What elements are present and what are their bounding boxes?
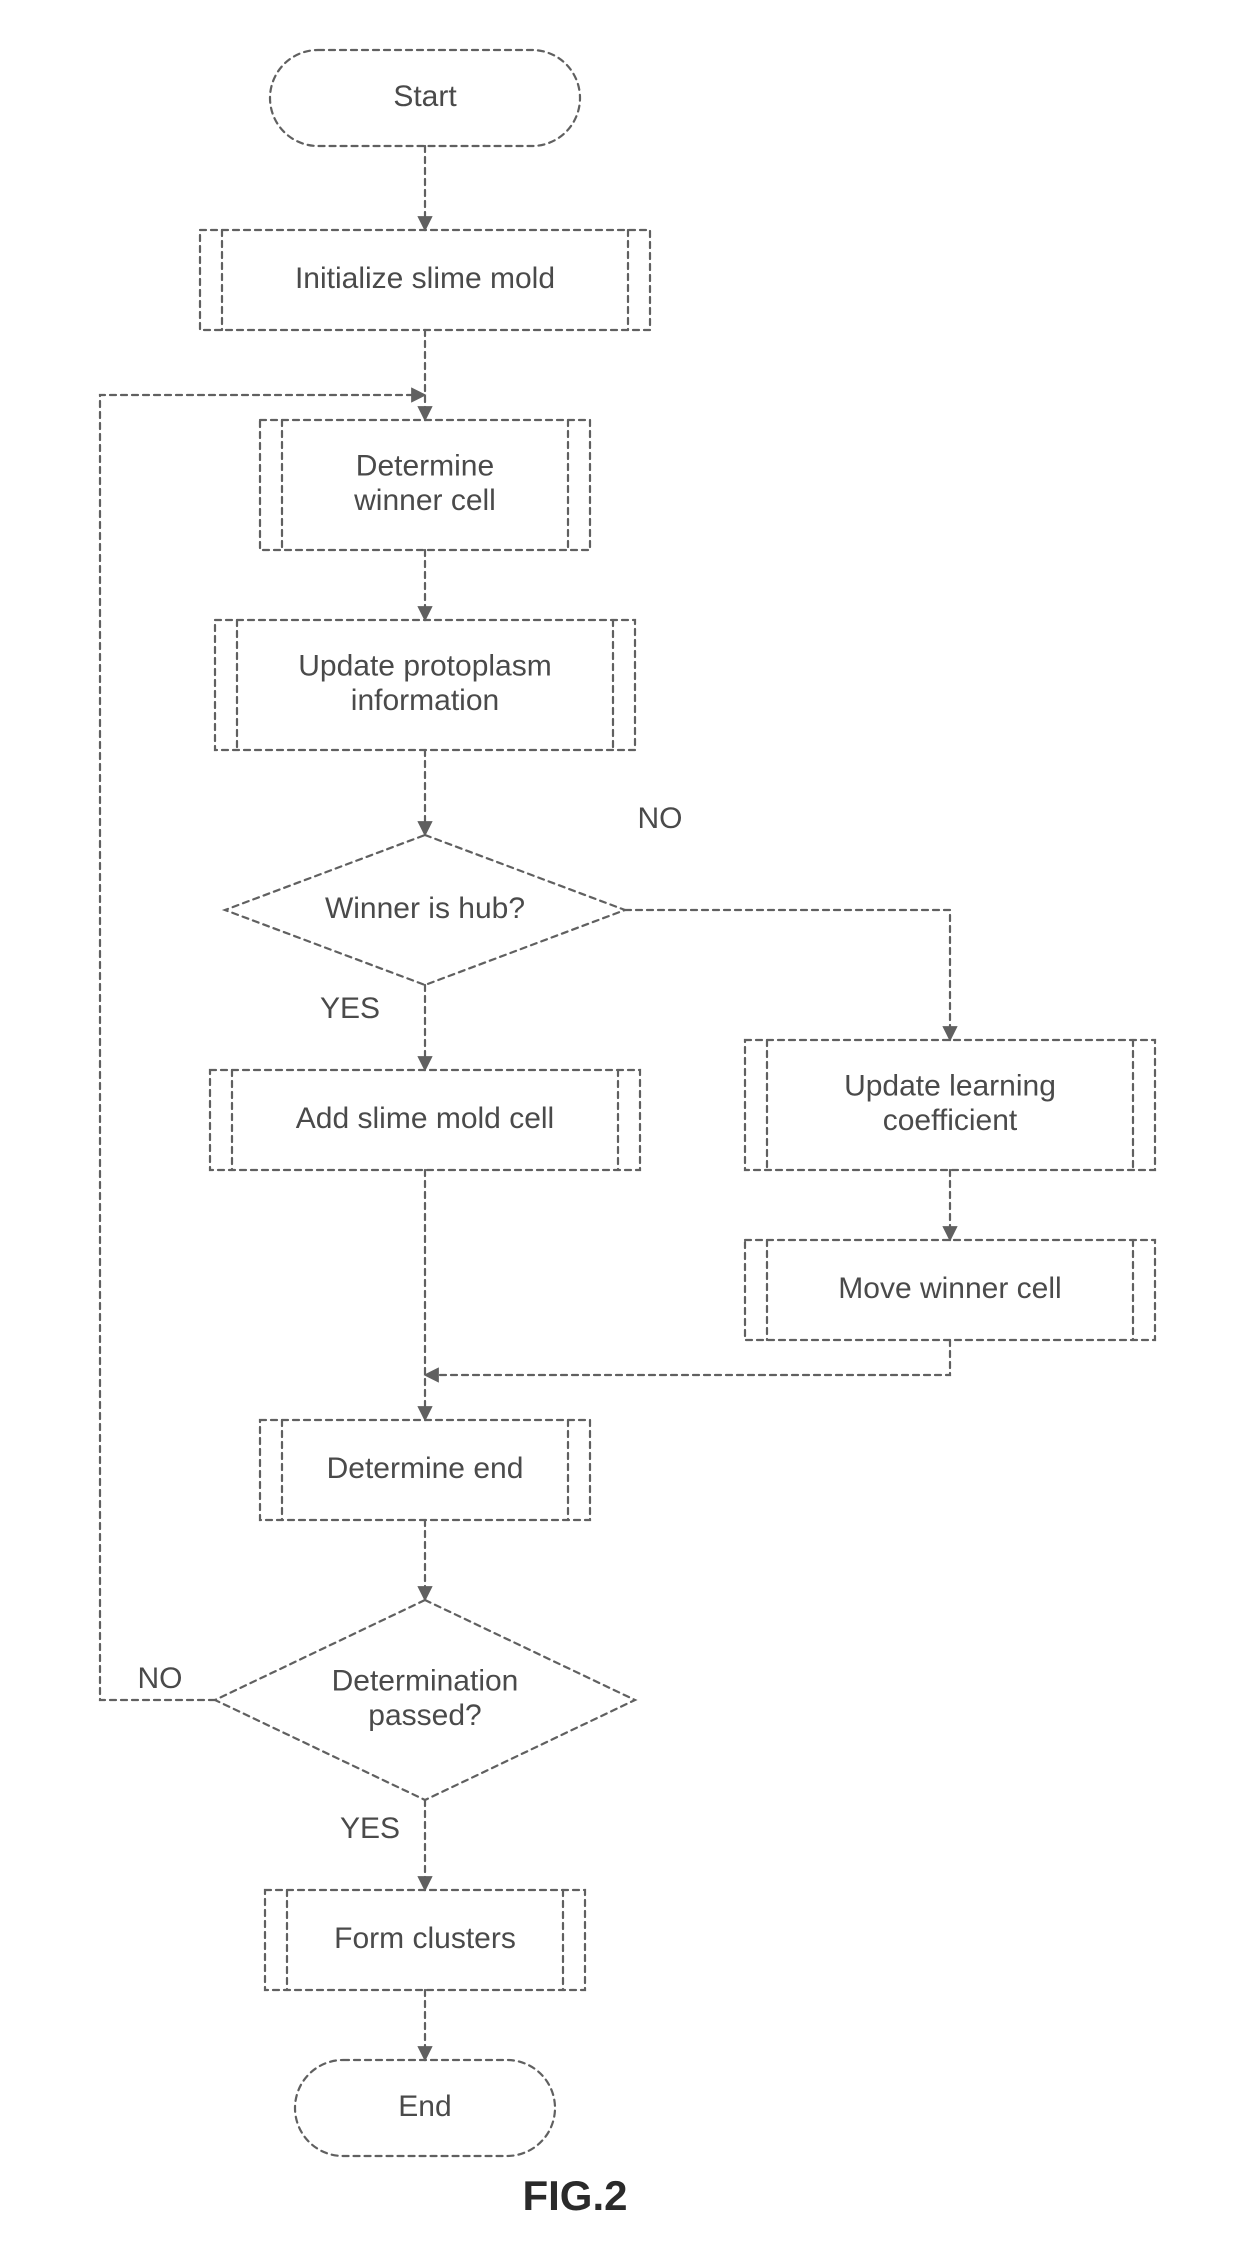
svg-text:information: information — [351, 684, 499, 717]
svg-text:Winner is hub?: Winner is hub? — [325, 892, 525, 925]
flow-edge — [100, 395, 425, 1700]
svg-text:Add slime mold cell: Add slime mold cell — [296, 1102, 554, 1135]
branch-label: YES — [340, 1812, 400, 1845]
svg-text:Initialize slime mold: Initialize slime mold — [295, 262, 555, 295]
svg-text:Update protoplasm: Update protoplasm — [298, 650, 551, 683]
node-movewin: Move winner cell — [745, 1240, 1155, 1340]
svg-text:Determine end: Determine end — [327, 1452, 524, 1485]
node-start: Start — [270, 50, 580, 146]
branch-label: NO — [638, 802, 683, 835]
node-detend: Determine end — [260, 1420, 590, 1520]
node-addcell: Add slime mold cell — [210, 1070, 640, 1170]
node-updproto: Update protoplasminformation — [215, 620, 635, 750]
node-dec1: Winner is hub? — [225, 835, 625, 985]
node-detwin: Determinewinner cell — [260, 420, 590, 550]
svg-text:passed?: passed? — [368, 1699, 481, 1732]
node-form: Form clusters — [265, 1890, 585, 1990]
flow-edge — [425, 1340, 950, 1375]
svg-text:Start: Start — [393, 80, 457, 113]
branch-label: YES — [320, 992, 380, 1025]
svg-text:Form clusters: Form clusters — [334, 1922, 516, 1955]
node-end: End — [295, 2060, 555, 2156]
svg-text:Determine: Determine — [356, 450, 494, 483]
node-init: Initialize slime mold — [200, 230, 650, 330]
svg-text:Determination: Determination — [332, 1665, 519, 1698]
node-dec2: Determinationpassed? — [215, 1600, 635, 1800]
svg-text:End: End — [398, 2090, 451, 2123]
node-updlearn: Update learningcoefficient — [745, 1040, 1155, 1170]
figure-label: FIG.2 — [522, 2172, 627, 2219]
flow-edge — [625, 910, 950, 1040]
svg-text:Move winner cell: Move winner cell — [838, 1272, 1061, 1305]
branch-label: NO — [138, 1662, 183, 1695]
svg-text:Update learning: Update learning — [844, 1070, 1056, 1103]
svg-text:winner cell: winner cell — [353, 484, 496, 517]
svg-text:coefficient: coefficient — [883, 1104, 1018, 1137]
